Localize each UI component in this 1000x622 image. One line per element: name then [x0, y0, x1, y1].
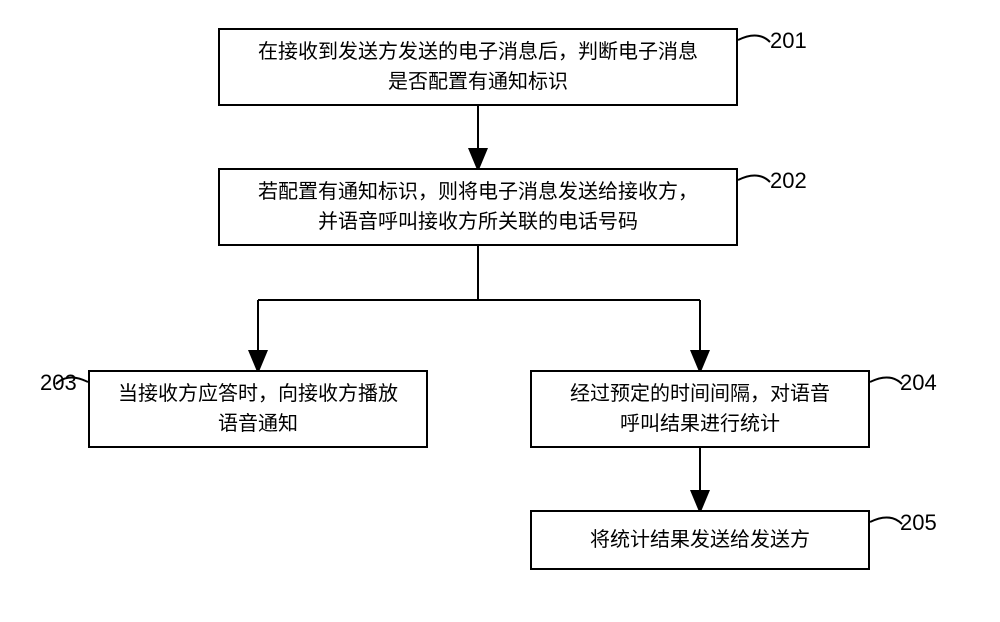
flow-node-n202: 若配置有通知标识，则将电子消息发送给接收方，并语音呼叫接收方所关联的电话号码 — [218, 168, 738, 246]
label-curve-202 — [738, 175, 770, 182]
node-text-line: 将统计结果发送给发送方 — [590, 525, 810, 555]
flow-node-n203: 当接收方应答时，向接收方播放语音通知 — [88, 370, 428, 448]
flow-node-n205: 将统计结果发送给发送方 — [530, 510, 870, 570]
node-label-205: 205 — [900, 510, 937, 536]
node-text-line: 在接收到发送方发送的电子消息后，判断电子消息 — [258, 37, 698, 67]
label-curve-204 — [870, 377, 902, 384]
node-text-line: 若配置有通知标识，则将电子消息发送给接收方， — [258, 177, 698, 207]
node-text-line: 是否配置有通知标识 — [258, 67, 698, 97]
flow-node-n204: 经过预定的时间间隔，对语音呼叫结果进行统计 — [530, 370, 870, 448]
node-text-line: 经过预定的时间间隔，对语音 — [570, 379, 830, 409]
label-curve-205 — [870, 517, 902, 524]
flow-node-n201: 在接收到发送方发送的电子消息后，判断电子消息是否配置有通知标识 — [218, 28, 738, 106]
node-label-203: 203 — [40, 370, 77, 396]
label-curve-201 — [738, 35, 770, 42]
node-text-line: 语音通知 — [118, 409, 398, 439]
node-text-line: 并语音呼叫接收方所关联的电话号码 — [258, 207, 698, 237]
node-label-202: 202 — [770, 168, 807, 194]
node-text-line: 当接收方应答时，向接收方播放 — [118, 379, 398, 409]
node-label-204: 204 — [900, 370, 937, 396]
node-text-line: 呼叫结果进行统计 — [570, 409, 830, 439]
node-label-201: 201 — [770, 28, 807, 54]
flowchart-canvas: 在接收到发送方发送的电子消息后，判断电子消息是否配置有通知标识 201 若配置有通知… — [0, 0, 1000, 622]
